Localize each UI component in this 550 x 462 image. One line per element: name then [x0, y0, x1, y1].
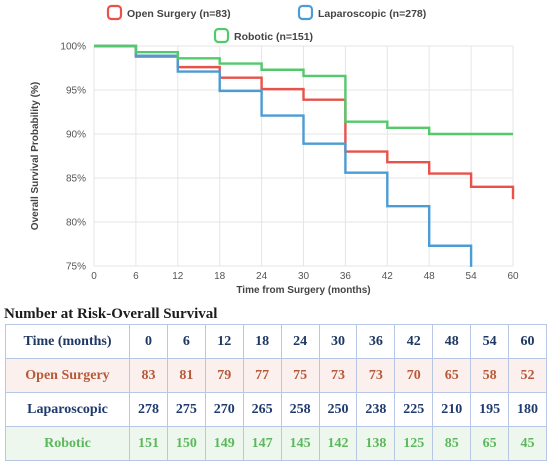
legend-label-open-surgery: Open Surgery (n=83)	[127, 8, 231, 20]
risk-time-cell: 6	[166, 324, 206, 359]
x-tick-label: 24	[256, 271, 268, 282]
risk-time-cell: 24	[280, 324, 320, 359]
y-tick-label: 100%	[60, 42, 86, 53]
risk-row-label: Laparoscopic	[5, 392, 130, 427]
risk-cell: 52	[508, 358, 547, 393]
x-tick-label: 30	[298, 271, 310, 282]
x-tick-label: 6	[133, 271, 139, 282]
risk-cell: 70	[394, 358, 434, 393]
risk-table: Time (months) 0 6 12 18 24 30 36 42 48 5…	[5, 324, 547, 461]
risk-cell: 147	[242, 426, 282, 461]
risk-cell: 79	[204, 358, 244, 393]
legend-label-laparoscopic: Laparoscopic (n=278)	[318, 8, 426, 20]
x-tick-label: 42	[382, 271, 394, 282]
legend-swatch-robotic	[213, 27, 230, 44]
x-tick-label: 54	[466, 271, 478, 282]
x-tick-label: 18	[214, 271, 226, 282]
x-tick-label: 12	[172, 271, 184, 282]
risk-cell: 138	[356, 426, 396, 461]
x-tick-label: 0	[91, 271, 97, 282]
risk-cell: 275	[166, 392, 206, 427]
risk-section: Number at Risk-Overall Survival Time (mo…	[0, 302, 550, 462]
risk-cell: 180	[508, 392, 547, 427]
y-axis-title: Overall Survival Probability (%)	[30, 82, 41, 230]
y-tick-label: 85%	[66, 174, 86, 185]
risk-time-cell: 60	[508, 324, 547, 359]
risk-cell: 83	[129, 358, 168, 393]
risk-row-robotic: Robotic 151 150 149 147 145 142 138 125 …	[5, 426, 547, 461]
x-axis-title: Time from Surgery (months)	[236, 285, 370, 296]
y-tick-label: 95%	[66, 86, 86, 97]
x-tick-label: 60	[507, 271, 519, 282]
risk-cell: 265	[242, 392, 282, 427]
x-tick-label: 36	[340, 271, 352, 282]
risk-cell: 81	[166, 358, 206, 393]
survival-chart: 75% 80% 85% 90% 95% 100% 0 6 12 18 24 30 36 42 48 54 60 T…	[30, 4, 519, 296]
survival-chart-svg: 75% 80% 85% 90% 95% 100% 0 6 12 18 24 30 36 42 48 54 60 T…	[30, 4, 519, 296]
risk-row-laparoscopic: Laparoscopic 278 275 270 265 258 250 238…	[5, 392, 547, 427]
series-line-laparoscopic	[94, 44, 473, 267]
risk-time-cell: 36	[356, 324, 396, 359]
legend-swatch-open-surgery	[106, 4, 123, 21]
risk-cell: 278	[129, 392, 168, 427]
risk-cell: 270	[204, 392, 244, 427]
risk-cell: 258	[280, 392, 320, 427]
risk-row-label: Robotic	[5, 426, 130, 461]
legend-swatch-laparoscopic	[297, 4, 314, 21]
risk-time-cell: 18	[242, 324, 282, 359]
legend-label-robotic: Robotic (n=151)	[234, 31, 313, 43]
risk-cell: 210	[432, 392, 472, 427]
risk-time-cell: 12	[204, 324, 244, 359]
risk-cell: 151	[129, 426, 168, 461]
risk-cell: 85	[432, 426, 472, 461]
x-tick-label: 48	[424, 271, 436, 282]
risk-cell: 73	[318, 358, 358, 393]
risk-time-cell: 54	[470, 324, 510, 359]
risk-cell: 125	[394, 426, 434, 461]
series-line-robotic	[94, 44, 513, 136]
risk-time-cell: 0	[129, 324, 168, 359]
risk-cell: 58	[470, 358, 510, 393]
y-tick-label: 90%	[66, 130, 86, 141]
risk-cell: 238	[356, 392, 396, 427]
risk-time-cell: 48	[432, 324, 472, 359]
risk-cell: 195	[470, 392, 510, 427]
risk-row-open-surgery: Open Surgery 83 81 79 77 75 73 73 70 65 …	[5, 358, 547, 393]
risk-time-cell: 42	[394, 324, 434, 359]
y-tick-label: 80%	[66, 218, 86, 229]
risk-time-cell: 30	[318, 324, 358, 359]
risk-cell: 250	[318, 392, 358, 427]
risk-cell: 75	[280, 358, 320, 393]
risk-cell: 150	[166, 426, 206, 461]
risk-cell: 225	[394, 392, 434, 427]
risk-cell: 45	[508, 426, 547, 461]
risk-cell: 73	[356, 358, 396, 393]
risk-cell: 77	[242, 358, 282, 393]
risk-header-label: Time (months)	[5, 324, 130, 359]
y-tick-label: 75%	[66, 262, 86, 273]
risk-row-label: Open Surgery	[5, 358, 130, 393]
risk-table-title: Number at Risk-Overall Survival	[4, 306, 218, 322]
risk-cell: 65	[470, 426, 510, 461]
risk-cell: 149	[204, 426, 244, 461]
risk-cell: 145	[280, 426, 320, 461]
risk-cell: 142	[318, 426, 358, 461]
risk-cell: 65	[432, 358, 472, 393]
risk-header-row: Time (months) 0 6 12 18 24 30 36 42 48 5…	[5, 324, 547, 359]
